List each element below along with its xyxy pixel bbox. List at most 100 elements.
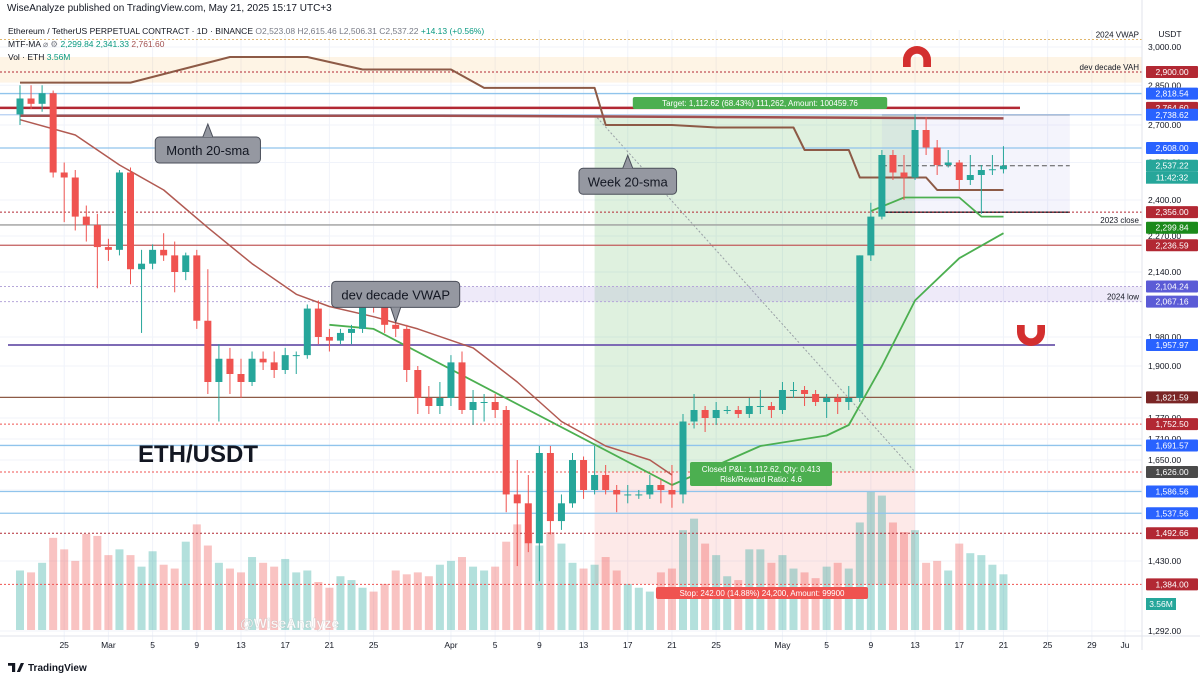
candle-body[interactable]: [712, 410, 720, 418]
candle-body[interactable]: [403, 328, 411, 370]
candle-body[interactable]: [193, 255, 201, 321]
candle-body[interactable]: [900, 172, 908, 178]
candle-body[interactable]: [502, 410, 510, 495]
candle-body[interactable]: [723, 410, 731, 411]
price-tag[interactable]: [1146, 206, 1198, 219]
candle-body[interactable]: [93, 224, 101, 248]
candle-body[interactable]: [469, 402, 477, 410]
candle-body[interactable]: [745, 406, 753, 414]
price-axis[interactable]: USDT3,000.002,850.002,700.002,550.002,40…: [1141, 0, 1200, 681]
price-tag[interactable]: [1146, 142, 1198, 154]
price-tag[interactable]: [1146, 485, 1198, 498]
candle-body[interactable]: [49, 93, 57, 173]
candle-body[interactable]: [314, 308, 322, 337]
candle-body[interactable]: [591, 475, 599, 490]
candle-body[interactable]: [414, 370, 422, 398]
candle-body[interactable]: [270, 362, 278, 370]
time-axis[interactable]: 25 Mar 5 9 13 17 21 25 Apr 5 9 13 17 21 25 May 5 9 13 17 21 2…: [0, 635, 1200, 650]
candle-body[interactable]: [922, 130, 930, 148]
candle-body[interactable]: [325, 337, 333, 341]
candle-body[interactable]: [204, 320, 212, 382]
candle-body[interactable]: [60, 172, 68, 178]
candle-body[interactable]: [834, 398, 842, 402]
candle-body[interactable]: [259, 358, 267, 363]
candle-body[interactable]: [171, 255, 179, 272]
symbol-legend[interactable]: Ethereum / TetherUS PERPETUAL CONTRACT ·…: [8, 26, 484, 36]
candle-body[interactable]: [281, 355, 289, 370]
candle-body[interactable]: [812, 394, 820, 402]
candle-body[interactable]: [82, 216, 90, 225]
price-tag[interactable]: [1146, 66, 1198, 78]
price-tag[interactable]: [1146, 578, 1198, 591]
candle-body[interactable]: [182, 255, 190, 272]
candle-body[interactable]: [215, 358, 223, 382]
candle-body[interactable]: [491, 402, 499, 410]
candle-body[interactable]: [646, 485, 654, 495]
price-tag[interactable]: [1146, 439, 1198, 452]
candle-body[interactable]: [546, 453, 554, 522]
candle-body[interactable]: [248, 358, 256, 382]
candle-body[interactable]: [359, 300, 367, 329]
candle-body[interactable]: [690, 410, 698, 422]
candle-body[interactable]: [944, 162, 952, 166]
candle-body[interactable]: [38, 93, 46, 104]
candle-body[interactable]: [336, 332, 344, 341]
price-tag[interactable]: [1146, 391, 1198, 404]
candle-body[interactable]: [701, 410, 709, 418]
candle-body[interactable]: [381, 304, 389, 325]
candle-body[interactable]: [767, 406, 775, 410]
candle-body[interactable]: [513, 494, 521, 504]
candle-body[interactable]: [856, 255, 864, 398]
candle-body[interactable]: [480, 402, 488, 403]
candle-body[interactable]: [823, 398, 831, 402]
price-tag[interactable]: [1146, 466, 1198, 478]
tradingview-logo[interactable]: TradingView: [8, 663, 87, 674]
candle-body[interactable]: [845, 398, 853, 402]
candle-body[interactable]: [303, 308, 311, 356]
moving-averages[interactable]: [19, 56, 1004, 486]
ma-settings-icon[interactable]: ⌀ ⚙: [42, 39, 59, 49]
candle-body[interactable]: [524, 503, 532, 544]
candle-body[interactable]: [734, 410, 742, 414]
ma-legend[interactable]: MTF-MA ⌀ ⚙ 2,299.84 2,341.33 2,761.60: [8, 39, 164, 50]
candle-body[interactable]: [878, 155, 886, 217]
candle-body[interactable]: [104, 247, 112, 250]
price-tag[interactable]: [1146, 159, 1198, 172]
candle-body[interactable]: [911, 130, 919, 178]
candle-body[interactable]: [392, 324, 400, 329]
candle-body[interactable]: [602, 475, 610, 490]
price-tag[interactable]: [1146, 527, 1198, 540]
candles[interactable]: [16, 85, 1007, 582]
volume-legend[interactable]: Vol · ETH 3.56M: [8, 52, 70, 62]
candle-body[interactable]: [668, 490, 676, 495]
candle-body[interactable]: [889, 155, 897, 173]
candle-body[interactable]: [778, 390, 786, 410]
candle-body[interactable]: [966, 175, 974, 180]
price-tag[interactable]: [1146, 108, 1198, 121]
candle-body[interactable]: [580, 460, 588, 490]
candle-body[interactable]: [790, 390, 797, 391]
candle-body[interactable]: [348, 328, 355, 333]
candle-body[interactable]: [27, 98, 35, 104]
candle-body[interactable]: [436, 398, 444, 406]
candle-body[interactable]: [458, 362, 466, 410]
candle-body[interactable]: [226, 358, 234, 374]
candle-body[interactable]: [756, 406, 764, 407]
price-tag[interactable]: [1146, 338, 1198, 351]
candle-body[interactable]: [535, 453, 543, 544]
annotations[interactable]: Target: 1,112.62 (68.43%) 111,262, Amoun…: [138, 46, 1045, 631]
price-tag[interactable]: [1146, 418, 1198, 431]
candle-body[interactable]: [447, 362, 455, 398]
candle-body[interactable]: [16, 98, 24, 115]
price-tag[interactable]: [1146, 87, 1198, 100]
candle-body[interactable]: [569, 460, 576, 504]
price-tag[interactable]: [1146, 507, 1198, 520]
candle-body[interactable]: [657, 485, 665, 490]
price-tag[interactable]: [1146, 221, 1198, 234]
candle-body[interactable]: [999, 165, 1007, 170]
candle-body[interactable]: [127, 172, 134, 270]
candle-body[interactable]: [292, 355, 300, 357]
candle-body[interactable]: [160, 249, 168, 256]
price-tag[interactable]: [1146, 239, 1198, 252]
